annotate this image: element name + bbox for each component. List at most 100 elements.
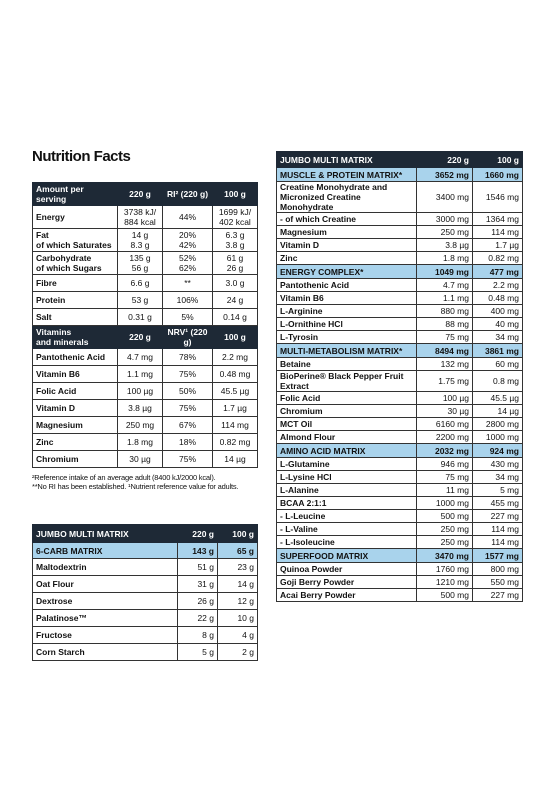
group-row-value: 477 mg bbox=[472, 264, 523, 279]
table-row-label: MCT Oil bbox=[276, 417, 417, 431]
table-row: Pantothenic Acid 4.7 mg 2.2 mg bbox=[276, 278, 523, 292]
table-row-value: 50% bbox=[162, 382, 213, 400]
table-row: Creatine Monohydrate and Micronized Crea… bbox=[276, 181, 523, 213]
table-row-label: Energy bbox=[32, 205, 118, 229]
table-row-value: 14 µg bbox=[472, 404, 523, 418]
table-row-value: 44% bbox=[162, 205, 213, 229]
table-row-value: 114 mg bbox=[472, 522, 523, 536]
table-row-value: 61 g 26 g bbox=[212, 251, 258, 275]
table-row: Carbohydrate of which Sugars 135 g 56 g 52… bbox=[32, 251, 258, 275]
table-row-value: 78% bbox=[162, 348, 213, 366]
table-row-value: 53 g bbox=[117, 291, 163, 309]
table-row-value: 75 mg bbox=[416, 470, 473, 484]
table-row: - of which Creatine 3000 mg 1364 mg bbox=[276, 212, 523, 226]
group-row-value: 8494 mg bbox=[416, 343, 473, 358]
header-row-value: 100 g bbox=[217, 524, 258, 543]
table-row-value: 3.8 µg bbox=[416, 238, 473, 252]
table-row-value: 4.7 mg bbox=[117, 348, 163, 366]
table-row-label: Fructose bbox=[32, 626, 178, 644]
table-row: - L-Valine 250 mg 114 mg bbox=[276, 522, 523, 536]
table-row-label: BioPerine® Black Pepper Fruit Extract bbox=[276, 370, 417, 392]
table-row-value: 550 mg bbox=[472, 575, 523, 589]
table-row: Protein 53 g 106% 24 g bbox=[32, 291, 258, 309]
table-row-label: - L-Valine bbox=[276, 522, 417, 536]
header-row: JUMBO MULTI MATRIX 220 g 100 g bbox=[32, 524, 258, 543]
table-row-value: 10 g bbox=[217, 609, 258, 627]
table-row-value: 6.3 g 3.8 g bbox=[212, 228, 258, 252]
table-row-value: 2800 mg bbox=[472, 417, 523, 431]
table-row-label: Palatinose™ bbox=[32, 609, 178, 627]
header-row-value: 220 g bbox=[416, 151, 473, 168]
header-row-value: NRV¹ (220 g) bbox=[162, 325, 213, 349]
table-row-value: 0.48 mg bbox=[212, 365, 258, 383]
table-row-label: Zinc bbox=[32, 433, 118, 451]
table-row: Salt 0.31 g 5% 0.14 g bbox=[32, 308, 258, 326]
table-row-value: 8 g bbox=[177, 626, 218, 644]
table-row-value: 22 g bbox=[177, 609, 218, 627]
table-row-value: 1760 mg bbox=[416, 562, 473, 576]
table-row-value: 20% 42% bbox=[162, 228, 213, 252]
footnote: **No RI has been established. ¹Nutrient … bbox=[32, 482, 239, 491]
table-row-value: 455 mg bbox=[472, 496, 523, 510]
table-row-value: 106% bbox=[162, 291, 213, 309]
table-row: L-Glutamine 946 mg 430 mg bbox=[276, 457, 523, 471]
table-row-label: - L-Isoleucine bbox=[276, 535, 417, 549]
table-row: BioPerine® Black Pepper Fruit Extract 1.7… bbox=[276, 370, 523, 392]
table-row: Palatinose™ 22 g 10 g bbox=[32, 609, 258, 627]
table-row-value: 1210 mg bbox=[416, 575, 473, 589]
table-row-value: 0.82 mg bbox=[472, 251, 523, 265]
table-row-label: Fibre bbox=[32, 274, 118, 292]
table-row-label: Chromium bbox=[32, 450, 118, 468]
table-row-value: 12 g bbox=[217, 592, 258, 610]
group-row: MUSCLE & PROTEIN MATRIX* 3652 mg 1660 mg bbox=[276, 167, 523, 182]
table-row-label: Magnesium bbox=[32, 416, 118, 434]
table-row-value: 0.14 g bbox=[212, 308, 258, 326]
table-row-value: 114 mg bbox=[472, 225, 523, 239]
table-row-value: 227 mg bbox=[472, 588, 523, 602]
table-row-label: Creatine Monohydrate and Micronized Crea… bbox=[276, 181, 417, 213]
table-row-value: 2200 mg bbox=[416, 430, 473, 444]
header-row-value: RI² (220 g) bbox=[162, 182, 213, 206]
table-row: Chromium 30 µg 75% 14 µg bbox=[32, 450, 258, 468]
table-row-label: Acai Berry Powder bbox=[276, 588, 417, 602]
table-row-value: 40 mg bbox=[472, 317, 523, 331]
table-row-label: Goji Berry Powder bbox=[276, 575, 417, 589]
table-row: Zinc 1.8 mg 18% 0.82 mg bbox=[32, 433, 258, 451]
table-row-value: 34 mg bbox=[472, 470, 523, 484]
table-row-value: 14 g bbox=[217, 575, 258, 593]
table-row-value: 227 mg bbox=[472, 509, 523, 523]
group-row: ENERGY COMPLEX* 1049 mg 477 mg bbox=[276, 264, 523, 279]
table-row-label: Vitamin D bbox=[32, 399, 118, 417]
table-row-label: Vitamin B6 bbox=[276, 291, 417, 305]
table-row-value: 1.8 mg bbox=[416, 251, 473, 265]
table-row-label: Protein bbox=[32, 291, 118, 309]
table-row-value: 0.8 mg bbox=[472, 370, 523, 392]
table-row-value: 100 µg bbox=[117, 382, 163, 400]
table-row-value: 18% bbox=[162, 433, 213, 451]
group-row-value: 3470 mg bbox=[416, 548, 473, 563]
group-row-label: MUSCLE & PROTEIN MATRIX* bbox=[276, 167, 417, 182]
header-row: Vitamins and minerals 220 g NRV¹ (220 g) 10… bbox=[32, 325, 258, 349]
table-row: Magnesium 250 mg 114 mg bbox=[276, 225, 523, 239]
group-row: MULTI-METABOLISM MATRIX* 8494 mg 3861 mg bbox=[276, 343, 523, 358]
table-row: Goji Berry Powder 1210 mg 550 mg bbox=[276, 575, 523, 589]
table-row: L-Arginine 880 mg 400 mg bbox=[276, 304, 523, 318]
group-row-value: 1660 mg bbox=[472, 167, 523, 182]
header-row-label: JUMBO MULTI MATRIX bbox=[32, 524, 178, 543]
table-row-value: 6.6 g bbox=[117, 274, 163, 292]
group-row: SUPERFOOD MATRIX 3470 mg 1577 mg bbox=[276, 548, 523, 563]
table-row: - L-Leucine 500 mg 227 mg bbox=[276, 509, 523, 523]
group-row: 6-CARB MATRIX 143 g 65 g bbox=[32, 542, 258, 559]
table-row-value: ** bbox=[162, 274, 213, 292]
table-row-value: 500 mg bbox=[416, 588, 473, 602]
table-row-value: 5% bbox=[162, 308, 213, 326]
group-row-label: 6-CARB MATRIX bbox=[32, 542, 178, 559]
table-row: Vitamin B6 1.1 mg 0.48 mg bbox=[276, 291, 523, 305]
group-row-value: 1577 mg bbox=[472, 548, 523, 563]
table-row-value: 114 mg bbox=[212, 416, 258, 434]
header-row-label: Amount per serving bbox=[32, 182, 118, 206]
table-row-value: 0.31 g bbox=[117, 308, 163, 326]
table-row-value: 0.82 mg bbox=[212, 433, 258, 451]
